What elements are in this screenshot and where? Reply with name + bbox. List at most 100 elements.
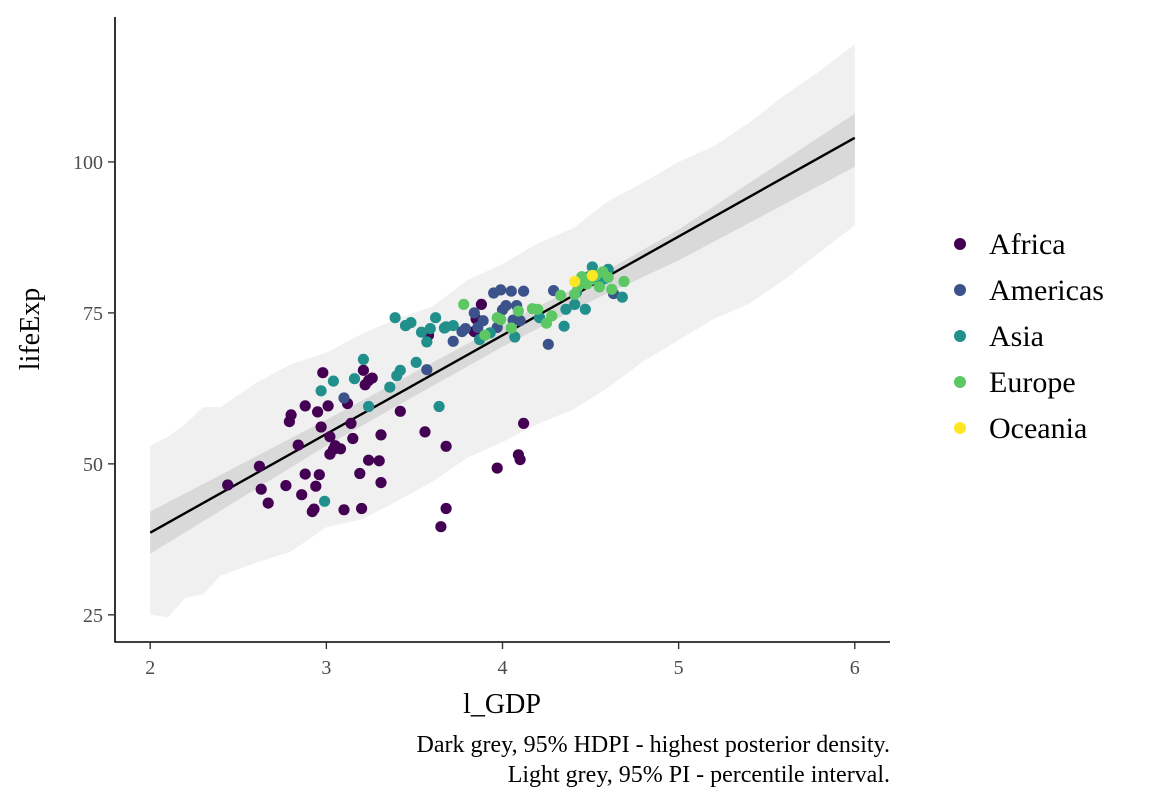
- point-americas: [459, 323, 472, 335]
- point-africa: [357, 364, 369, 376]
- point-africa: [262, 497, 274, 509]
- point-americas: [338, 392, 350, 404]
- point-europe: [532, 303, 544, 315]
- axes: 2 3 4 5 6 25 50 75 100: [73, 17, 890, 679]
- legend-key-europe: [954, 376, 966, 388]
- point-europe: [602, 271, 614, 283]
- legend-key-asia: [954, 330, 966, 342]
- legend-label-asia: Asia: [989, 320, 1044, 353]
- x-axis-title: l_GDP: [463, 689, 541, 720]
- point-africa: [440, 502, 452, 515]
- point-africa: [440, 440, 452, 452]
- point-europe: [512, 305, 525, 317]
- point-africa: [363, 454, 375, 466]
- point-asia: [384, 381, 396, 393]
- x-tick-label: 3: [321, 657, 331, 679]
- point-asia: [509, 331, 521, 343]
- x-tick-label: 6: [850, 657, 860, 679]
- point-americas: [500, 300, 512, 312]
- point-europe: [479, 329, 491, 341]
- point-asia: [616, 291, 628, 303]
- legend: Africa Americas Asia Europe Oceania: [954, 228, 1104, 445]
- legend-key-americas: [954, 284, 966, 296]
- caption-line-1: Dark grey, 95% HDPI - highest posterior …: [417, 732, 890, 758]
- point-europe: [458, 298, 470, 310]
- point-americas: [505, 285, 517, 297]
- point-americas: [542, 338, 554, 350]
- legend-label-africa: Africa: [989, 228, 1066, 261]
- point-americas: [421, 364, 433, 376]
- point-asia: [327, 375, 339, 387]
- point-europe: [618, 275, 630, 288]
- point-africa: [222, 479, 234, 491]
- point-africa: [347, 432, 359, 445]
- regression-line-group: [149, 136, 856, 534]
- point-africa: [435, 521, 447, 533]
- y-tick-label: 75: [83, 303, 103, 325]
- point-asia: [357, 353, 369, 365]
- point-africa: [299, 400, 311, 412]
- point-europe: [593, 281, 606, 293]
- point-africa: [518, 417, 530, 429]
- point-asia: [394, 364, 406, 376]
- point-asia: [560, 303, 572, 315]
- point-africa: [354, 467, 366, 480]
- point-africa: [292, 439, 304, 451]
- point-americas: [518, 285, 530, 297]
- point-europe: [495, 313, 507, 326]
- point-europe: [606, 283, 618, 295]
- point-africa: [345, 417, 357, 429]
- y-tick-label: 50: [83, 454, 103, 476]
- point-americas: [468, 307, 480, 319]
- point-africa: [315, 421, 327, 433]
- point-africa: [308, 503, 320, 515]
- point-americas: [495, 284, 507, 296]
- point-africa: [313, 469, 325, 481]
- point-asia: [389, 312, 401, 324]
- legend-label-europe: Europe: [989, 366, 1076, 399]
- point-africa: [253, 460, 265, 472]
- point-asia: [433, 400, 445, 413]
- point-asia: [447, 320, 459, 332]
- point-asia: [421, 336, 433, 348]
- point-asia: [558, 320, 570, 332]
- point-africa: [255, 483, 267, 495]
- point-africa: [299, 468, 311, 480]
- regression-line: [149, 136, 856, 534]
- point-africa: [475, 298, 487, 310]
- legend-label-americas: Americas: [989, 274, 1104, 307]
- point-africa: [375, 477, 387, 489]
- point-asia: [579, 303, 591, 315]
- hpdi-band: [150, 113, 855, 554]
- y-axis-title: lifeExp: [15, 288, 46, 370]
- point-asia: [405, 317, 417, 329]
- point-oceania: [586, 269, 598, 282]
- point-africa: [366, 372, 378, 384]
- point-africa: [317, 367, 329, 379]
- point-americas: [477, 315, 489, 327]
- point-asia: [424, 323, 436, 335]
- point-americas: [447, 335, 459, 347]
- point-africa: [312, 406, 324, 418]
- interval-bands: [150, 44, 855, 618]
- y-tick-label: 100: [73, 152, 103, 174]
- point-africa: [375, 429, 387, 441]
- x-tick-label: 2: [145, 657, 155, 679]
- point-africa: [373, 455, 385, 467]
- point-europe: [555, 289, 567, 301]
- point-asia: [315, 385, 327, 397]
- legend-key-africa: [954, 238, 966, 250]
- point-asia: [569, 298, 581, 310]
- point-asia: [430, 312, 442, 324]
- point-africa: [394, 405, 406, 417]
- x-tick-label: 5: [674, 657, 684, 679]
- x-tick-label: 4: [498, 657, 508, 679]
- point-africa: [285, 409, 297, 421]
- y-tick-label: 25: [83, 605, 103, 627]
- point-africa: [514, 454, 526, 466]
- point-americas: [514, 315, 526, 327]
- point-africa: [296, 489, 308, 501]
- point-africa: [280, 480, 292, 492]
- legend-label-oceania: Oceania: [989, 412, 1087, 445]
